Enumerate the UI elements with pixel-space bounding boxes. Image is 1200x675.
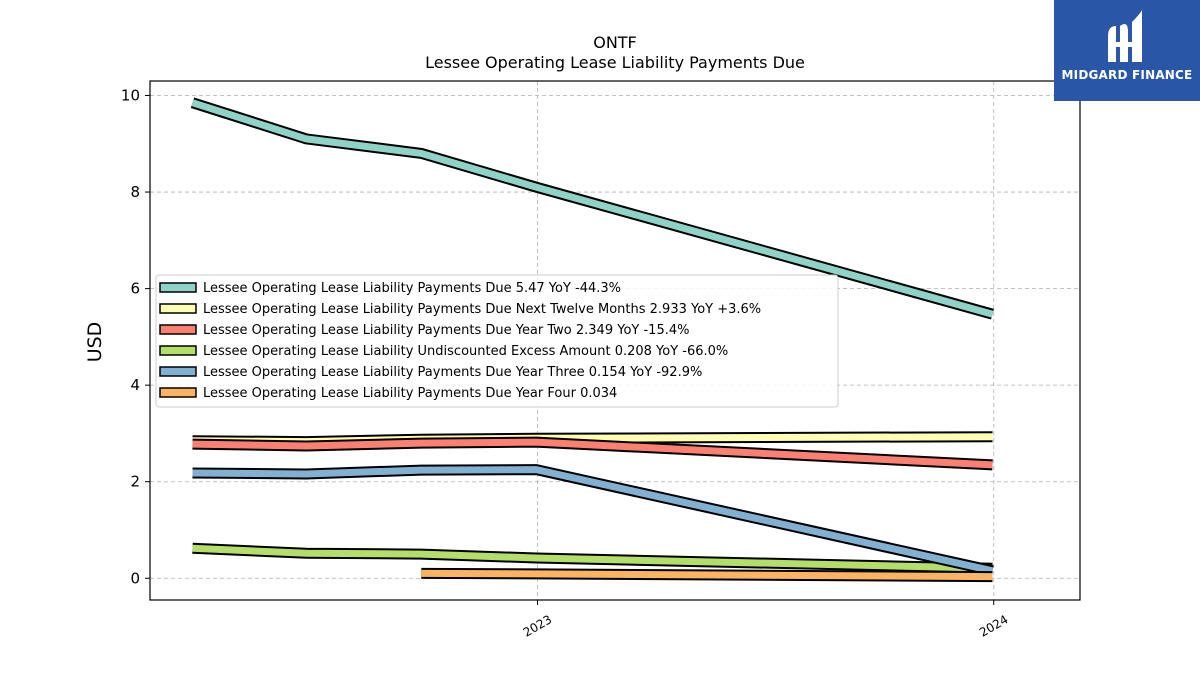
legend-entry: Lessee Operating Lease Liability Undisco…	[203, 344, 728, 359]
legend-entry: Lessee Operating Lease Liability Payment…	[203, 302, 761, 317]
chart-title: ONTF	[593, 33, 637, 52]
y-axis-ticks: 0 2 4 6 8 10	[121, 86, 150, 587]
legend-entry: Lessee Operating Lease Liability Payment…	[203, 323, 689, 338]
legend-entry: Lessee Operating Lease Liability Payment…	[203, 281, 621, 296]
y-tick-label: 2	[130, 473, 140, 491]
legend-box	[155, 274, 839, 408]
x-axis-ticks: 2023 2024	[521, 600, 1010, 640]
series-line	[191, 99, 994, 318]
legend-swatch	[159, 345, 197, 356]
chart-subtitle: Lessee Operating Lease Liability Payment…	[425, 53, 805, 72]
logo-text: MIDGARD FINANCE	[1061, 68, 1193, 82]
legend: Lessee Operating Lease Liability Payment…	[155, 274, 839, 408]
y-tick-label: 4	[130, 376, 140, 394]
y-tick-label: 10	[121, 86, 140, 104]
y-tick-label: 6	[130, 280, 140, 298]
logo-mark-icon	[1108, 10, 1142, 62]
x-tick-label: 2024	[977, 612, 1010, 639]
y-tick-label: 0	[130, 569, 140, 587]
legend-swatch	[159, 303, 197, 314]
series-lines	[190, 97, 994, 583]
plot-frame	[149, 80, 1081, 601]
series-line	[421, 569, 993, 581]
series-line	[192, 544, 993, 572]
x-tick-label: 2023	[521, 612, 554, 639]
brand-logo: MIDGARD FINANCE	[1054, 0, 1200, 101]
legend-entry: Lessee Operating Lease Liability Payment…	[203, 365, 702, 380]
series-line	[192, 466, 994, 575]
legend-swatch	[159, 282, 197, 293]
legend-swatch	[159, 366, 197, 377]
legend-entry: Lessee Operating Lease Liability Payment…	[203, 386, 617, 401]
y-axis-label: USD	[84, 322, 106, 363]
series-line	[192, 438, 993, 469]
legend-swatch	[159, 324, 197, 335]
legend-swatch	[159, 387, 197, 398]
y-tick-label: 8	[130, 183, 140, 201]
